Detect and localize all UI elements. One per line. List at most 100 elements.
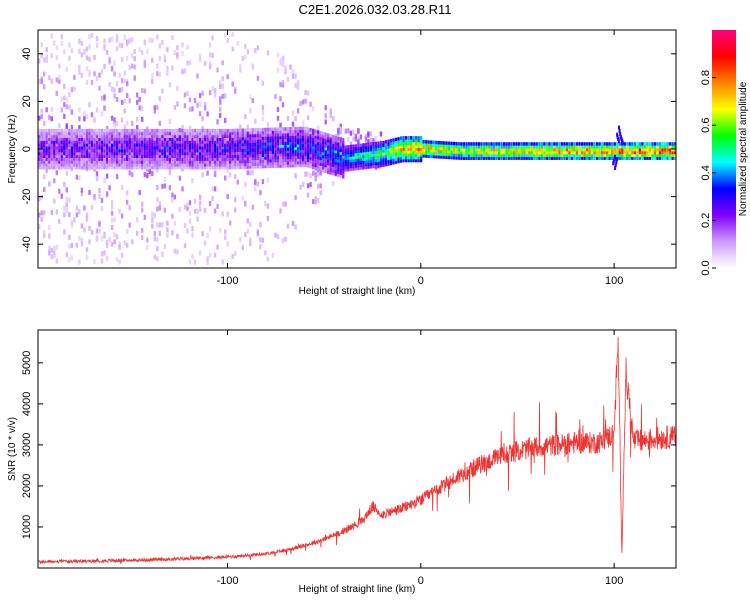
spectrogram-cell xyxy=(229,151,232,156)
spectrogram-cell xyxy=(85,79,89,85)
spectrogram-cell xyxy=(115,128,119,133)
spectrogram-cell xyxy=(299,143,302,148)
spectrogram-cell xyxy=(120,151,124,156)
spectrogram-cell xyxy=(359,143,362,147)
spectrogram-cell xyxy=(156,157,159,161)
spectrogram-cell xyxy=(141,160,144,164)
spectrogram-cell xyxy=(289,155,292,159)
spectrogram-cell xyxy=(472,150,476,155)
spectrogram-cell xyxy=(641,142,644,146)
spectrogram-cell xyxy=(503,148,506,152)
spectrogram-cell xyxy=(80,223,84,229)
spectrogram-cell xyxy=(148,128,151,133)
spectrogram-cell xyxy=(467,153,471,158)
spectrogram-cell xyxy=(196,157,199,161)
spectrogram-cell xyxy=(299,184,302,190)
spectrogram-cell xyxy=(216,128,219,133)
spectrogram-cell xyxy=(430,146,433,150)
spectrogram-cell xyxy=(482,145,486,149)
spectrogram-cell xyxy=(226,157,229,161)
spectrogram-cell xyxy=(178,148,181,153)
spectrogram-cell xyxy=(342,149,345,153)
spectrogram-cell xyxy=(306,183,310,189)
spectrogram-cell xyxy=(492,156,496,160)
spectrogram-cell xyxy=(213,166,217,170)
spectrogram-cell xyxy=(173,143,176,147)
spectrogram-cell xyxy=(621,145,624,149)
spectrogram-cell xyxy=(513,153,516,158)
spectrogram-cell xyxy=(357,155,360,159)
spectrogram-cell xyxy=(188,154,192,158)
spectrogram-cell xyxy=(623,150,626,155)
spectrogram-cell xyxy=(563,145,566,149)
spectrogram-cell xyxy=(120,86,124,92)
spectrogram-cell xyxy=(256,229,260,235)
spectrogram-cell xyxy=(241,165,244,169)
spectrogram-cell xyxy=(234,154,237,158)
spectrogram-cell xyxy=(372,142,375,146)
spectrogram-cell xyxy=(43,160,46,164)
spectrogram-cell xyxy=(362,163,365,167)
spectrogram-cell xyxy=(477,142,481,146)
spectrogram-cell xyxy=(201,140,204,144)
spectrogram-cell xyxy=(518,145,521,149)
spectrogram-cell xyxy=(219,157,222,161)
spectrogram-cell xyxy=(110,210,114,216)
spectrogram-cell xyxy=(193,259,197,265)
spectrogram-cell xyxy=(229,146,232,150)
spectrogram-cell xyxy=(151,73,154,79)
spectrogram-cell xyxy=(148,140,151,144)
spectrogram-cell xyxy=(68,143,71,147)
spectrogram-cell xyxy=(60,163,63,167)
spectrogram-cell xyxy=(136,230,139,236)
spectrogram-cell xyxy=(198,207,202,213)
spectrogram-cell xyxy=(78,69,81,75)
spectrogram-cell xyxy=(158,154,161,158)
spectrogram-cell xyxy=(68,197,71,203)
spectrogram-cell xyxy=(213,88,217,94)
spectrogram-cell xyxy=(176,151,179,156)
spectrogram-cell xyxy=(548,156,551,160)
spectrogram-cell xyxy=(85,134,89,138)
spectrogram-cell xyxy=(261,116,265,122)
spectrogram-cell xyxy=(183,222,187,228)
spectrogram-cell xyxy=(505,148,508,152)
spectrogram-cell xyxy=(146,160,149,164)
spectrogram-cell xyxy=(161,154,164,158)
spectrogram-cell xyxy=(120,78,124,84)
spectrogram-cell xyxy=(668,145,672,149)
spectrogram-cell xyxy=(183,92,187,98)
spectrogram-cell xyxy=(387,151,390,155)
spectrogram-cell xyxy=(490,156,493,160)
spectrogram-cell xyxy=(301,143,305,148)
spectrogram-cell xyxy=(208,143,212,147)
spectrogram-cell xyxy=(85,216,89,222)
spectrogram-cell xyxy=(296,163,300,168)
spectrogram-cell xyxy=(131,163,134,167)
spectrogram-cell xyxy=(196,134,199,138)
spectrogram-cell xyxy=(261,150,264,155)
spectrogram-cell xyxy=(377,164,380,168)
spectrogram-cell xyxy=(339,151,342,155)
spectrogram-cell xyxy=(523,148,526,152)
spectrogram-cell xyxy=(110,131,114,136)
spectrogram-cell xyxy=(224,157,227,161)
spectrogram-cell xyxy=(322,149,325,153)
spectrogram-cell xyxy=(261,105,265,111)
spectrogram-cell xyxy=(244,134,247,138)
spectrogram-cell xyxy=(347,128,350,134)
spectrogram-cell xyxy=(372,138,375,144)
spectrogram-cell xyxy=(98,143,101,147)
spectrogram-cell xyxy=(415,138,418,143)
spectrogram-cell xyxy=(136,134,139,138)
spectrogram-cell xyxy=(213,143,217,147)
spectrogram-cell xyxy=(153,163,156,167)
spectrogram-cell xyxy=(269,150,272,154)
spectrogram-cell xyxy=(638,145,641,149)
spectrogram-cell xyxy=(166,166,169,170)
spectrogram-cell xyxy=(208,226,212,232)
colorbar-tick-label: 0.4 xyxy=(700,165,712,180)
spectrogram-cell xyxy=(673,150,676,155)
spectrogram-cell xyxy=(151,157,154,161)
spectrogram-cell xyxy=(314,160,317,165)
